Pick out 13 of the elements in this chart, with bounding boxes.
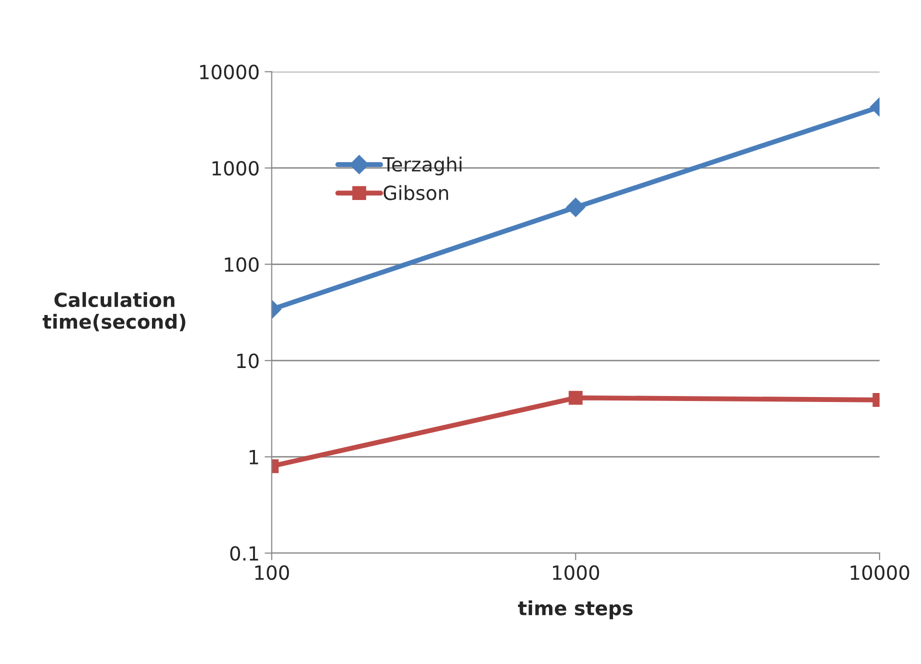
x-tick-label: 1000 <box>553 565 600 580</box>
y-tick-label: 0.1 <box>230 546 258 561</box>
y-tick-label: 10 <box>237 354 259 368</box>
legend-label: Gibson <box>384 185 448 200</box>
x-tick-label: 10000 <box>850 565 910 580</box>
legend-label: Terzaghi <box>382 156 462 176</box>
x-axis-title: time steps <box>518 600 633 620</box>
y-tick-label: 1 <box>250 450 258 464</box>
y-tick-label: 10000 <box>200 64 259 80</box>
y-tick-label: 1000 <box>212 160 259 176</box>
y-tick-label: 100 <box>224 257 259 272</box>
y-axis-title: Calculation time(second) <box>42 292 186 332</box>
x-tick-label: 100 <box>255 565 289 580</box>
